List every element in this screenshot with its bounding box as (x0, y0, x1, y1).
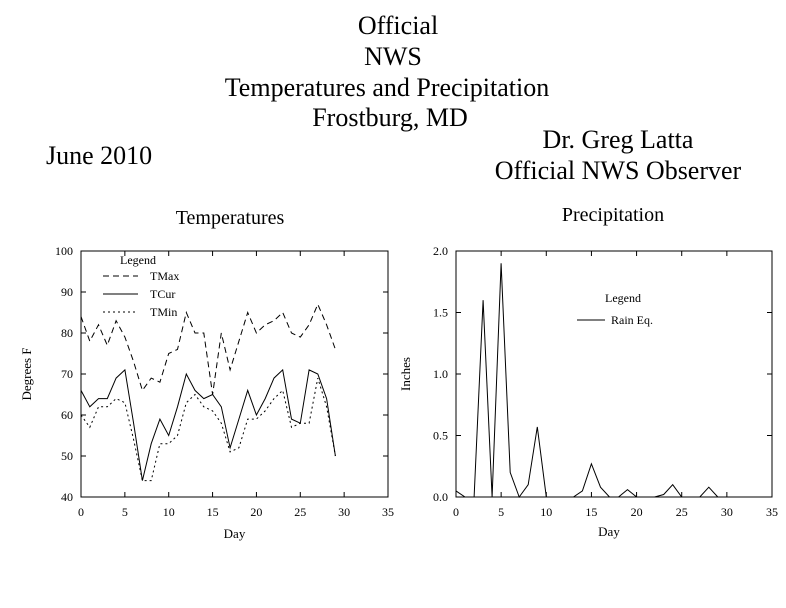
series-line-1-0 (455, 263, 719, 499)
y-axis-label-0: Degrees F (19, 347, 34, 400)
x-tick-label-1-6: 30 (721, 505, 733, 519)
title-line-2: NWS (364, 42, 422, 71)
chart-title-0: Temperatures (176, 207, 285, 229)
x-tick-label-1-5: 25 (676, 505, 688, 519)
legend-label-0-0: TMax (150, 269, 179, 283)
x-tick-label-1-0: 0 (453, 505, 459, 519)
y-tick-label-0-4: 80 (61, 326, 73, 340)
observer-name: Dr. Greg Latta (542, 125, 694, 154)
y-tick-label-1-1: 0.5 (433, 429, 448, 443)
x-tick-label-1-4: 20 (631, 505, 643, 519)
x-tick-label-1-3: 15 (585, 505, 597, 519)
legend-label-0-2: TMin (150, 305, 177, 319)
legend-title-1: Legend (605, 291, 641, 305)
title-line-4: Frostburg, MD (312, 103, 468, 132)
x-tick-label-0-5: 25 (294, 505, 306, 519)
series-line-0-0 (80, 303, 336, 395)
plot-frame-1 (455, 250, 773, 498)
y-tick-label-0-1: 50 (61, 449, 73, 463)
y-tick-label-0-6: 100 (55, 244, 73, 258)
x-tick-label-0-3: 15 (207, 505, 219, 519)
y-tick-label-0-2: 60 (61, 408, 73, 422)
y-tick-label-1-2: 1.0 (433, 367, 448, 381)
title-line-1: Official (357, 11, 439, 40)
x-tick-label-0-2: 10 (163, 505, 175, 519)
x-tick-label-1-2: 10 (540, 505, 552, 519)
y-tick-label-1-3: 1.5 (433, 306, 448, 320)
title-line-3: Temperatures and Precipitation (224, 73, 550, 102)
legend-label-1-0: Rain Eq. (611, 313, 653, 327)
y-tick-label-0-0: 40 (61, 490, 73, 504)
x-tick-label-0-6: 30 (338, 505, 350, 519)
series-line-0-2 (80, 377, 336, 482)
x-tick-label-1-1: 5 (498, 505, 504, 519)
x-tick-label-0-7: 35 (382, 505, 394, 519)
y-tick-label-1-4: 2.0 (433, 244, 448, 258)
legend-label-0-1: TCur (150, 287, 175, 301)
x-tick-label-0-0: 0 (78, 505, 84, 519)
x-axis-label-1: Day (598, 524, 620, 539)
legend-title-0: Legend (120, 253, 156, 267)
x-tick-label-0-4: 20 (250, 505, 262, 519)
observer-role: Official NWS Observer (494, 156, 742, 185)
y-axis-label-1: Inches (398, 357, 413, 391)
observer-block: Dr. Greg Latta Official NWS Observer (480, 124, 756, 186)
chart-title-1: Precipitation (562, 204, 664, 226)
x-tick-label-0-1: 5 (122, 505, 128, 519)
x-axis-label-0: Day (224, 526, 246, 541)
plot-frame-0 (80, 250, 389, 498)
y-tick-label-0-5: 90 (61, 285, 73, 299)
month-label: June 2010 (46, 141, 153, 170)
x-tick-label-1-7: 35 (766, 505, 778, 519)
series-line-0-1 (80, 368, 336, 481)
y-tick-label-0-3: 70 (61, 367, 73, 381)
y-tick-label-1-0: 0.0 (433, 490, 448, 504)
